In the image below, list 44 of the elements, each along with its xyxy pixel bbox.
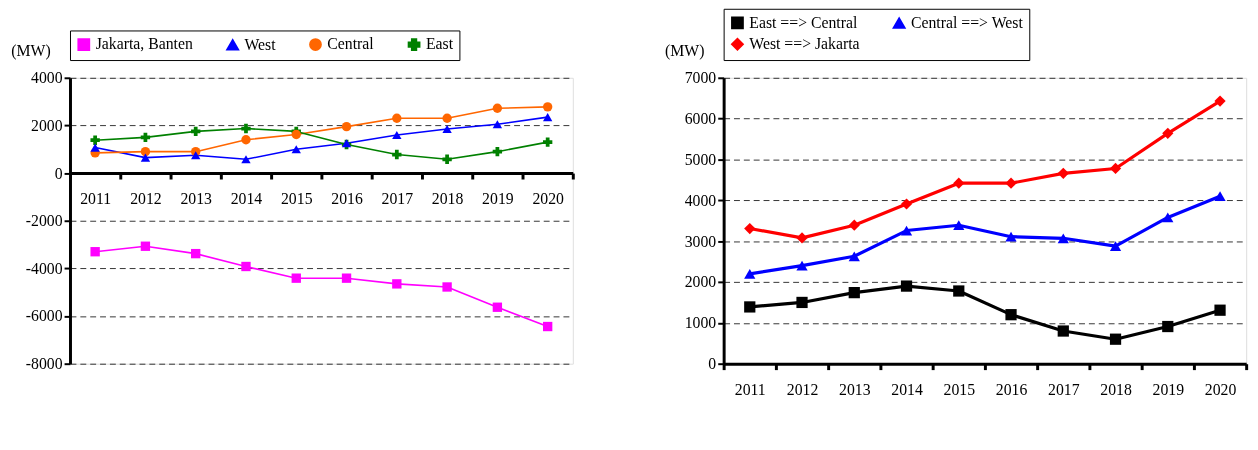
legend-label: Central ==> West [910, 14, 1024, 32]
y-axis-title: (MW) [11, 41, 51, 60]
y-tick-label: -4000 [25, 259, 63, 277]
x-tick-label: 2015 [943, 380, 976, 398]
x-tick-label: 2013 [180, 190, 213, 208]
legend-label: West ==> Jakarta [749, 35, 860, 53]
x-tick-label: 2018 [431, 190, 464, 208]
x-tick-label: 2012 [786, 380, 819, 398]
legend-label: East ==> Central [749, 13, 858, 31]
x-tick-label: 2012 [130, 190, 162, 208]
y-tick-label: 4000 [684, 191, 717, 209]
x-tick-label: 2020 [1204, 380, 1237, 398]
y-tick-label: 6000 [684, 110, 717, 128]
x-tick-label: 2018 [1100, 380, 1132, 398]
x-tick-label: 2019 [1152, 380, 1185, 398]
legend-label: Jakarta, Banten [95, 35, 193, 53]
legend-label: East [425, 35, 454, 53]
y-tick-label: 0 [708, 355, 717, 373]
x-tick-label: 2014 [230, 190, 263, 208]
x-tick-label: 2017 [1048, 380, 1080, 398]
y-tick-label: 3000 [684, 232, 717, 250]
y-tick-label: 2000 [684, 273, 717, 291]
y-tick-label: 0 [54, 164, 63, 182]
legend-label: West [244, 35, 277, 53]
x-tick-label: 2014 [891, 380, 923, 398]
legend-label: Central [327, 35, 375, 53]
x-tick-label: 2011 [80, 190, 112, 208]
y-tick-label: 4000 [31, 69, 63, 87]
y-tick-label: 1000 [684, 314, 717, 332]
y-tick-label: 7000 [684, 69, 717, 87]
x-tick-label: 2020 [532, 190, 565, 208]
y-tick-label: 2000 [31, 116, 63, 134]
x-tick-label: 2013 [839, 380, 871, 398]
y-tick-label: 5000 [684, 150, 717, 168]
x-tick-label: 2016 [331, 190, 363, 208]
y-tick-label: -8000 [25, 355, 63, 373]
x-tick-label: 2016 [995, 380, 1028, 398]
y-tick-label: -2000 [25, 212, 63, 230]
x-tick-label: 2019 [482, 190, 514, 208]
y-axis-title: (MW) [664, 41, 705, 60]
y-tick-label: -6000 [25, 307, 63, 325]
x-tick-label: 2011 [734, 380, 766, 398]
x-tick-label: 2017 [381, 190, 414, 208]
x-tick-label: 2015 [280, 190, 313, 208]
